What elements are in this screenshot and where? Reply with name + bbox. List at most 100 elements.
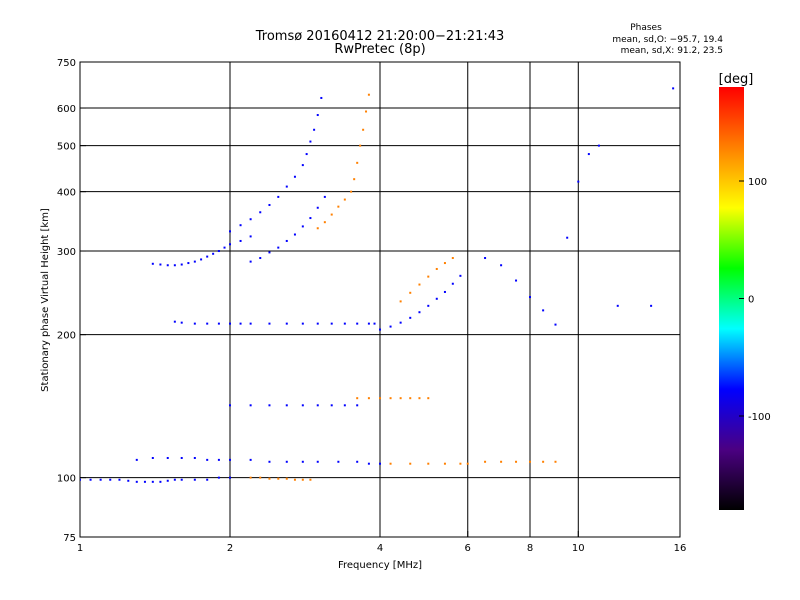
phase-point (180, 478, 183, 481)
phase-point (309, 140, 312, 143)
phase-point (268, 460, 271, 463)
phase-point (277, 477, 280, 480)
phase-point (229, 476, 231, 479)
phase-point (500, 264, 503, 267)
phase-point (542, 309, 545, 312)
phase-point (249, 458, 252, 461)
phase-point (301, 404, 304, 407)
y-tick-label: 750 (57, 58, 76, 69)
phase-point (356, 161, 359, 164)
phase-point (166, 479, 169, 482)
phase-point (239, 322, 242, 325)
phase-point (268, 203, 271, 206)
phase-point (229, 458, 231, 461)
phase-point (249, 404, 252, 407)
phase-point (554, 460, 557, 463)
phase-point (399, 397, 402, 400)
phase-point (217, 250, 220, 253)
phase-point (435, 267, 438, 270)
phase-point (187, 262, 190, 265)
phase-point (427, 397, 430, 400)
phase-point (223, 246, 226, 249)
phase-point (435, 297, 438, 300)
phase-point (301, 164, 304, 167)
colorbar-tick-label: 100 (748, 177, 767, 188)
colorbar-ticks: 100 0 -100 (739, 177, 771, 423)
phase-point (159, 480, 162, 483)
phase-point (409, 462, 412, 465)
phase-point (320, 96, 323, 99)
phase-point (259, 476, 262, 479)
phase-point (293, 478, 296, 481)
chart-title: Tromsø 20160412 21:20:00−21:21:43 (255, 29, 505, 44)
y-tick-label: 400 (57, 188, 76, 199)
phase-point (451, 282, 454, 285)
x-tick-label: 6 (465, 543, 471, 554)
phase-point (229, 230, 231, 233)
colorbar-tick-label: 0 (748, 295, 754, 306)
phase-point (316, 206, 319, 209)
phase-point (229, 322, 231, 325)
phase-point (180, 456, 183, 459)
phase-point (443, 262, 446, 265)
phase-point (554, 323, 557, 326)
phase-point (587, 153, 590, 156)
y-tick-label: 500 (57, 142, 76, 153)
phase-point (293, 233, 296, 236)
phase-point (285, 404, 288, 407)
phase-point (367, 397, 370, 400)
phase-point (356, 460, 359, 463)
phase-point (305, 153, 308, 156)
phase-point (389, 462, 392, 465)
phase-point (379, 328, 381, 331)
x-tick-label: 10 (572, 543, 585, 554)
phase-point (365, 110, 368, 113)
phase-point (206, 458, 209, 461)
phase-point (427, 304, 430, 307)
phase-point (118, 478, 121, 481)
phase-point (451, 257, 454, 260)
phase-point (323, 195, 326, 198)
phase-point (343, 198, 346, 201)
phase-point (316, 404, 319, 407)
phase-point (217, 476, 220, 479)
phase-point (443, 290, 446, 293)
phase-point (362, 128, 365, 131)
phase-point (285, 322, 288, 325)
y-tick-label: 75 (63, 533, 76, 544)
phase-point (316, 114, 319, 117)
phase-point (443, 462, 446, 465)
phase-point (277, 195, 280, 198)
phase-point (127, 479, 130, 482)
phase-point (459, 274, 462, 277)
phase-point (316, 460, 319, 463)
phase-point (285, 477, 288, 480)
phase-point (285, 185, 288, 188)
phase-point (151, 262, 154, 265)
phase-point (249, 260, 252, 263)
phase-point (500, 460, 503, 463)
phase-point (373, 322, 376, 325)
y-axis-label: Stationary phase Virtual Height [km] (40, 208, 51, 392)
phase-point (151, 456, 154, 459)
phase-point (206, 478, 209, 481)
phase-point (418, 397, 421, 400)
phase-point (359, 144, 362, 147)
phase-point (379, 397, 381, 400)
phase-point (459, 462, 462, 465)
phase-point (597, 144, 600, 147)
data-points (80, 87, 675, 483)
phase-point (249, 235, 252, 238)
phase-point (229, 404, 231, 407)
phase-point (239, 239, 242, 242)
phase-point (301, 322, 304, 325)
phase-point (180, 321, 183, 324)
phase-point (616, 304, 619, 307)
phase-point (193, 478, 196, 481)
phase-point (542, 460, 545, 463)
x-tick-label: 16 (674, 543, 687, 554)
chart-subtitle: RwPretec (8p) (334, 42, 425, 57)
y-tick-label: 600 (57, 104, 76, 115)
phase-point (427, 462, 430, 465)
phase-point (80, 478, 81, 481)
